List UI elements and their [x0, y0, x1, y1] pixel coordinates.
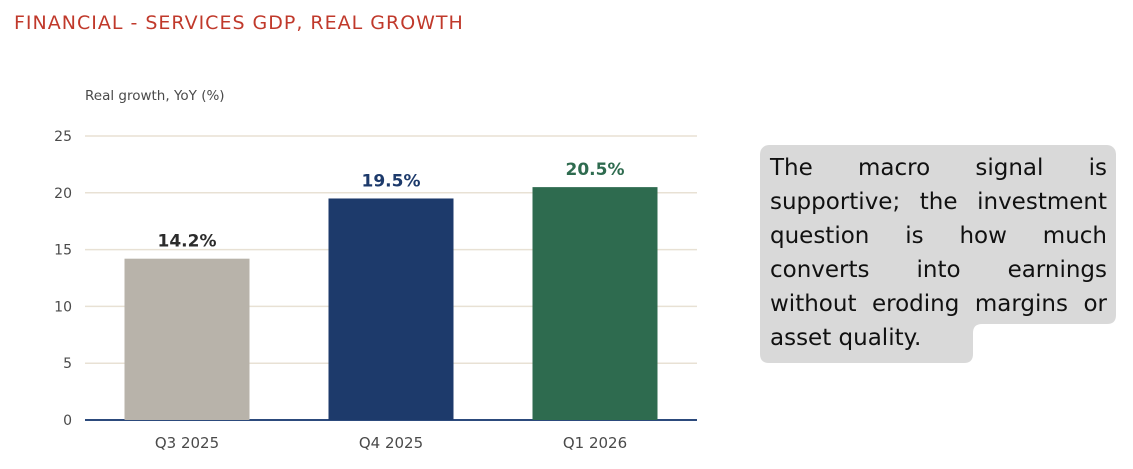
y-tick-label: 0: [63, 413, 72, 429]
bar: [328, 198, 454, 420]
y-tick-label: 25: [54, 129, 72, 145]
commentary-text: The macro signal is supportive; the inve…: [770, 155, 1107, 351]
data-labels: 14.2% 19.5% 20.5%: [158, 160, 625, 252]
bar: [124, 258, 250, 420]
chart-title: FINANCIAL - SERVICES GDP, REAL GROWTH: [14, 12, 464, 34]
data-label: 19.5%: [362, 171, 421, 191]
y-tick-label: 15: [54, 243, 72, 259]
x-tick-labels: Q3 2025 Q4 2025 Q1 2026: [155, 434, 627, 452]
y-tick-label: 20: [54, 186, 72, 202]
y-tick-label: 10: [54, 299, 72, 315]
bar: [532, 187, 658, 420]
commentary-box: The macro signal is supportive; the inve…: [760, 145, 1116, 365]
x-tick-label: Q4 2025: [359, 434, 423, 452]
x-tick-label: Q1 2026: [563, 434, 627, 452]
bars: [124, 187, 658, 420]
y-axis-label: Real growth, YoY (%): [85, 88, 225, 104]
y-tick-label: 5: [63, 356, 72, 372]
bar-chart: 0 5 10 15 20 25 14.2% 19.5% 20.5% Q3 2025 Q4 202…: [54, 129, 697, 452]
y-tick-labels: 0 5 10 15 20 25: [54, 129, 72, 429]
data-label: 20.5%: [566, 160, 625, 180]
x-tick-label: Q3 2025: [155, 434, 219, 452]
commentary-background: [760, 145, 1116, 363]
data-label: 14.2%: [158, 232, 217, 252]
